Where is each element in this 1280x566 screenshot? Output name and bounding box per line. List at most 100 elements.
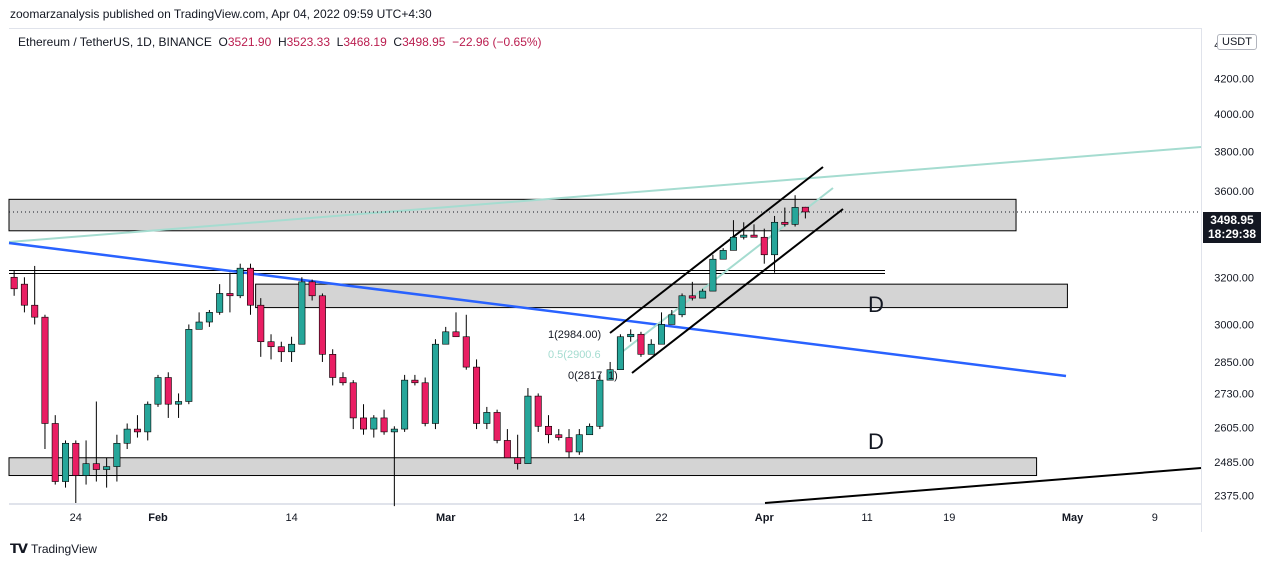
candle xyxy=(575,434,583,453)
publisher-line: zoomarzanalysis published on TradingView… xyxy=(10,7,432,21)
annotations-layer: D D 1(2984.00) 0.5(2900.6 0(2817 1) xyxy=(548,292,884,454)
time-axis[interactable] xyxy=(9,503,1201,533)
candle xyxy=(729,236,737,251)
close-value: 3498.95 xyxy=(402,35,446,49)
candle xyxy=(750,234,758,238)
candle xyxy=(216,293,224,313)
bar-countdown: 18:29:38 xyxy=(1207,227,1257,241)
candle xyxy=(411,379,419,384)
candle xyxy=(760,236,768,256)
y-tick-label: 4200.00 xyxy=(1214,73,1254,85)
candle xyxy=(82,463,90,476)
candle xyxy=(668,314,676,325)
candle xyxy=(801,206,809,213)
y-tick-label: 2605.00 xyxy=(1214,423,1254,435)
currency-button[interactable]: USDT xyxy=(1217,34,1257,50)
candle xyxy=(565,437,573,453)
candle xyxy=(534,395,542,427)
zone-lower xyxy=(8,457,1038,477)
candle xyxy=(329,354,337,378)
y-tick-label: 3200.00 xyxy=(1214,272,1254,284)
candle xyxy=(277,346,285,353)
channel-upper-line xyxy=(609,166,824,334)
candle xyxy=(113,442,121,467)
candle xyxy=(390,428,398,433)
candle xyxy=(452,331,460,338)
candle xyxy=(123,428,131,444)
candle xyxy=(257,304,265,343)
channel-lower-line xyxy=(631,208,844,374)
upper-trendline xyxy=(8,146,1202,243)
zone-label: D xyxy=(868,292,884,317)
candle xyxy=(267,341,275,348)
y-tick-label: 2730.00 xyxy=(1214,388,1254,400)
candle xyxy=(401,379,409,430)
symbol-label: Ethereum / TetherUS, 1D, BINANCE xyxy=(18,35,212,49)
candle xyxy=(740,234,748,238)
close-label: C xyxy=(393,35,403,49)
candle xyxy=(298,281,306,345)
candle xyxy=(771,221,779,256)
candle xyxy=(62,442,70,482)
y-tick-label: 3600.00 xyxy=(1214,186,1254,198)
candle xyxy=(133,428,141,433)
candle xyxy=(524,395,532,464)
x-tick-label: 24 xyxy=(70,512,82,524)
candle xyxy=(31,304,39,318)
open-label: O xyxy=(218,35,228,49)
candle xyxy=(175,401,183,405)
candle xyxy=(627,333,635,338)
x-tick-label: Feb xyxy=(148,512,168,524)
candle xyxy=(92,463,100,470)
candle xyxy=(205,312,213,323)
candle xyxy=(20,283,28,306)
candle xyxy=(637,333,645,355)
y-tick-label: 2375.00 xyxy=(1214,490,1254,502)
candle xyxy=(308,281,316,297)
candle xyxy=(72,442,80,476)
low-label: L xyxy=(336,35,344,49)
x-tick-label: Apr xyxy=(755,512,775,524)
fib-label: 1) xyxy=(608,370,618,382)
zone-upper xyxy=(8,198,1017,232)
candle xyxy=(360,417,368,430)
x-tick-label: 14 xyxy=(573,512,585,524)
last-price: 3498.95 xyxy=(1210,213,1254,227)
candle xyxy=(421,382,429,424)
candle xyxy=(10,276,18,290)
candle xyxy=(709,258,717,292)
x-tick-label: 14 xyxy=(285,512,297,524)
x-tick-label: 19 xyxy=(943,512,955,524)
x-tick-label: 9 xyxy=(1152,512,1158,524)
candle xyxy=(503,440,511,459)
candle xyxy=(318,295,326,355)
fib-label: 0.5(2900.6 xyxy=(548,349,601,361)
candle xyxy=(339,377,347,384)
y-tick-label: 2485.00 xyxy=(1214,457,1254,469)
fib-label: 0(2817 xyxy=(568,370,602,382)
price-axis[interactable] xyxy=(1201,28,1280,532)
x-tick-label: Mar xyxy=(436,512,456,524)
lower-trendline xyxy=(764,467,1202,504)
candle xyxy=(195,321,203,330)
y-tick-label: 3800.00 xyxy=(1214,147,1254,159)
candle xyxy=(647,343,655,355)
change-value: −22.96 (−0.65%) xyxy=(452,35,542,49)
chart-pane[interactable] xyxy=(9,28,1201,505)
x-tick-label: 11 xyxy=(861,512,872,524)
candle xyxy=(154,377,162,405)
descending-trendline xyxy=(8,241,1067,378)
fib-label: 1(2984.00) xyxy=(548,329,601,341)
tradingview-logo[interactable]: 𝗧𝗩 TradingView xyxy=(10,541,97,557)
candle xyxy=(462,336,470,368)
candle xyxy=(236,267,244,297)
candle xyxy=(349,382,357,419)
candle xyxy=(288,343,296,353)
candles-layer xyxy=(10,195,809,507)
candle xyxy=(719,250,727,260)
open-value: 3521.90 xyxy=(227,35,272,49)
candle xyxy=(51,423,59,482)
zones-layer xyxy=(8,198,1068,477)
